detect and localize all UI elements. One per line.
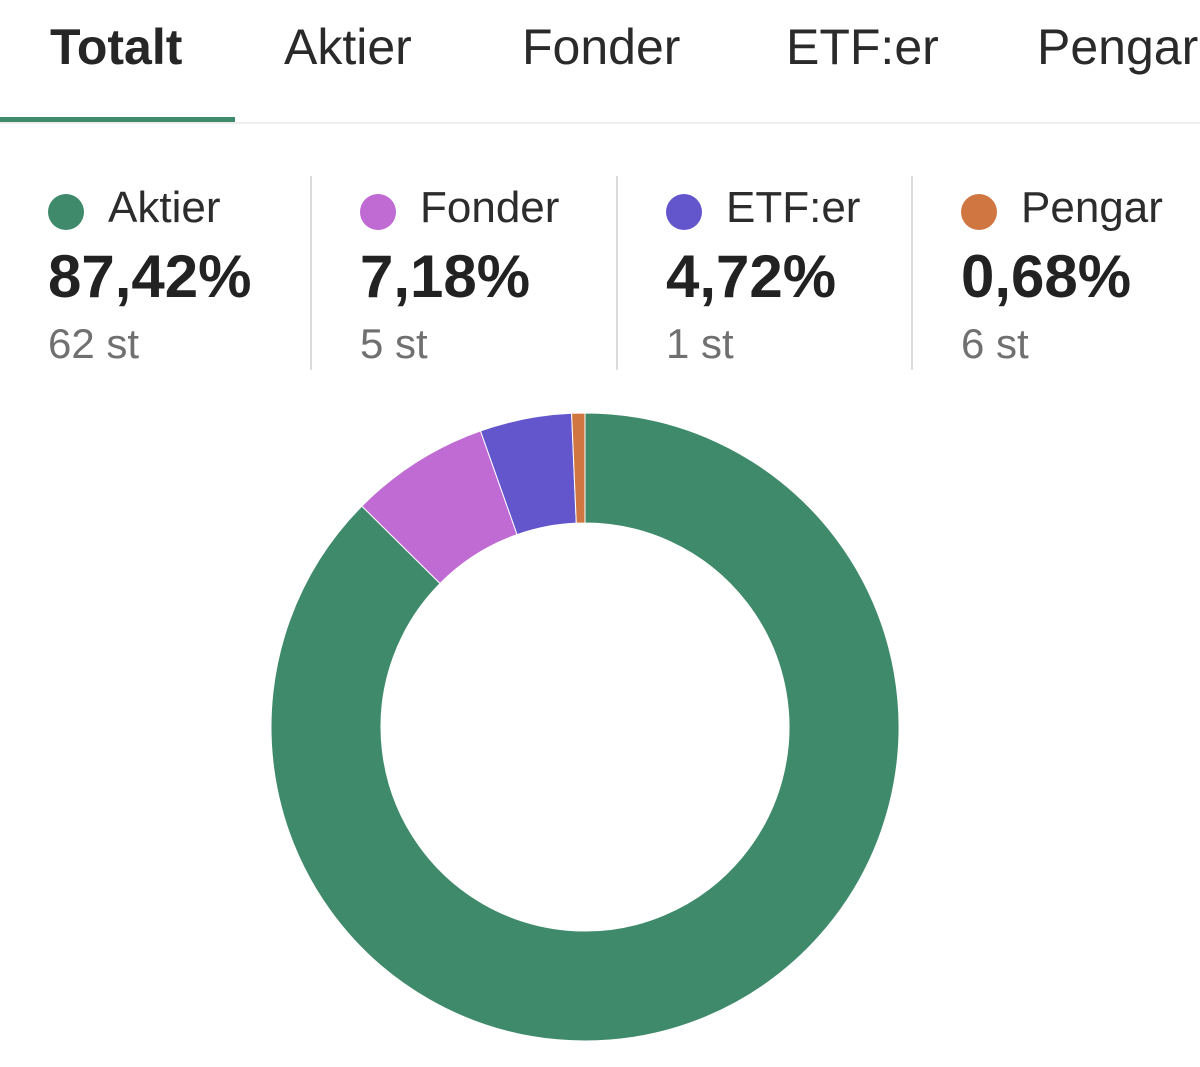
stat-label-fonder: Fonder (420, 183, 560, 232)
stat-divider (310, 176, 312, 370)
tab-etfer[interactable]: ETF:er (786, 19, 939, 75)
donut-slice-pengar[interactable] (571, 412, 586, 524)
stat-divider (911, 176, 913, 370)
stat-percent-pengar: 0,68% (961, 243, 1132, 310)
stat-percent-aktier: 87,42% (48, 243, 252, 310)
legend-dot-etfer (666, 194, 702, 230)
stat-etfer: ETF:er 4,72% 1 st (666, 176, 906, 370)
legend-dot-pengar (961, 194, 997, 230)
stat-label-aktier: Aktier (108, 183, 221, 232)
active-tab-indicator (0, 117, 235, 122)
stat-divider (616, 176, 618, 370)
donut-slice-aktier[interactable] (270, 412, 900, 1042)
tab-bar: Totalt Aktier Fonder ETF:er Pengar (0, 0, 1200, 124)
allocation-donut-chart (270, 412, 900, 1042)
stat-aktier: Aktier 87,42% 62 st (48, 176, 303, 370)
stat-count-pengar: 6 st (961, 320, 1029, 367)
stat-percent-etfer: 4,72% (666, 243, 837, 310)
tab-fonder[interactable]: Fonder (522, 19, 681, 75)
legend-dot-aktier (48, 194, 84, 230)
stat-pengar: Pengar 0,68% 6 st (961, 176, 1191, 370)
allocation-summary: Aktier 87,42% 62 st Fonder 7,18% 5 st ET… (0, 176, 1200, 370)
tab-totalt[interactable]: Totalt (50, 19, 183, 75)
tab-pengar[interactable]: Pengar (1037, 19, 1199, 75)
tab-aktier[interactable]: Aktier (284, 19, 412, 75)
stat-label-pengar: Pengar (1021, 183, 1163, 232)
stat-count-aktier: 62 st (48, 320, 140, 367)
stat-count-etfer: 1 st (666, 320, 734, 367)
stat-label-etfer: ETF:er (726, 183, 861, 232)
stat-fonder: Fonder 7,18% 5 st (360, 176, 610, 370)
legend-dot-fonder (360, 194, 396, 230)
stat-count-fonder: 5 st (360, 320, 428, 367)
stat-percent-fonder: 7,18% (360, 243, 531, 310)
